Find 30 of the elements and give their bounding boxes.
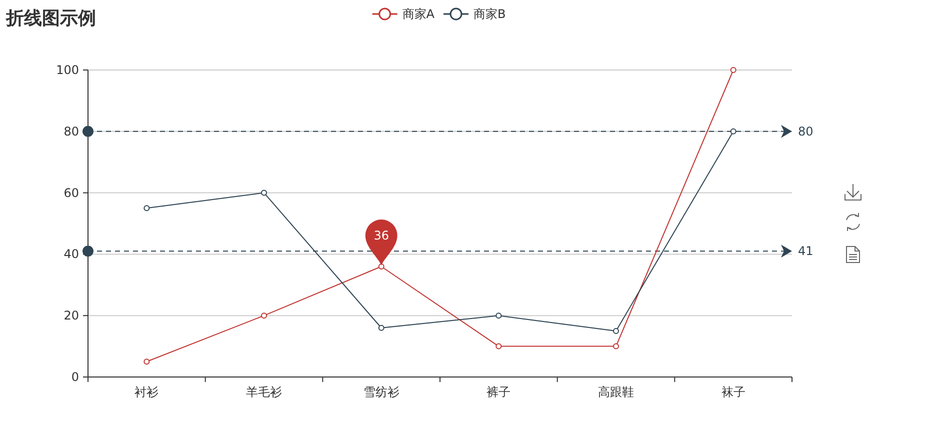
x-tick-label: 羊毛衫 bbox=[246, 385, 282, 399]
point bbox=[730, 128, 736, 134]
x-tick-label: 高跟鞋 bbox=[598, 385, 634, 399]
y-tick-label: 40 bbox=[64, 247, 79, 262]
point bbox=[261, 190, 267, 196]
point bbox=[613, 343, 619, 350]
y-tick-label: 60 bbox=[64, 186, 79, 200]
y-tick-label: 20 bbox=[64, 308, 79, 323]
x-tick-label: 袜子 bbox=[721, 385, 746, 399]
x-tick-label: 衬衫 bbox=[134, 385, 159, 399]
point bbox=[144, 358, 150, 365]
y-tick-label: 100 bbox=[56, 63, 79, 77]
point bbox=[378, 324, 384, 331]
point bbox=[378, 263, 384, 270]
chart-title: 折线图示例 bbox=[5, 8, 96, 29]
point bbox=[613, 328, 619, 334]
x-tick-label: 裤子 bbox=[486, 385, 511, 399]
point bbox=[730, 67, 736, 73]
point bbox=[144, 205, 150, 212]
ref-line-label: 41 bbox=[798, 244, 814, 258]
point bbox=[496, 343, 502, 350]
y-tick-label: 80 bbox=[64, 124, 79, 138]
annotation: 36 bbox=[374, 228, 389, 242]
ref-line-label: 80 bbox=[798, 124, 814, 138]
legend-label: 商家A bbox=[402, 7, 436, 21]
x-tick-label: 雪纺衫 bbox=[363, 385, 400, 399]
point bbox=[261, 312, 267, 319]
y-tick-label: 0 bbox=[71, 370, 79, 384]
legend-label: 商家B bbox=[474, 7, 506, 21]
point bbox=[496, 312, 502, 319]
